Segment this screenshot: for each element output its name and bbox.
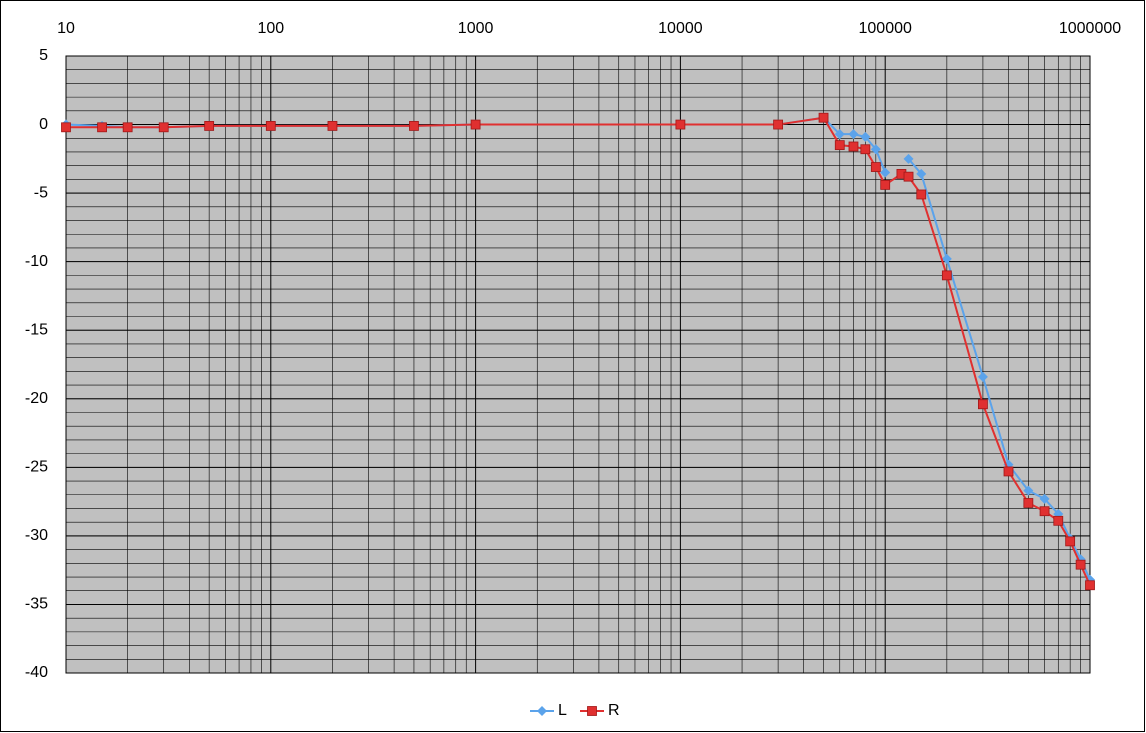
data-point — [1003, 466, 1014, 477]
x-tick-label: 100000 — [859, 20, 912, 37]
data-point — [870, 162, 881, 172]
x-tick-label: 10000 — [658, 20, 703, 37]
data-point — [1039, 506, 1050, 517]
y-tick-label: 5 — [39, 47, 48, 64]
data-point — [675, 119, 686, 130]
x-tick-label: 1000 — [458, 20, 494, 37]
y-tick-label: -10 — [25, 253, 48, 270]
data-point — [1039, 493, 1050, 504]
data-point — [773, 119, 784, 130]
y-tick-label: -40 — [25, 664, 48, 681]
legend-marker — [537, 706, 547, 716]
data-point — [941, 270, 952, 281]
y-tick-label: -30 — [25, 527, 48, 544]
x-tick-label: 100 — [257, 20, 284, 37]
y-tick-label: 0 — [39, 116, 48, 133]
data-point — [122, 122, 133, 133]
data-point — [409, 121, 419, 131]
y-tick-label: -20 — [25, 390, 48, 407]
data-point — [1075, 559, 1086, 570]
data-point — [818, 112, 829, 123]
data-point — [903, 171, 914, 182]
data-point — [834, 129, 845, 140]
data-point — [860, 144, 871, 155]
data-point — [848, 141, 859, 152]
data-point — [470, 119, 481, 130]
legend-marker — [587, 706, 597, 716]
data-point — [265, 121, 276, 131]
y-tick-label: -35 — [25, 596, 48, 613]
legend-label: R — [608, 702, 620, 719]
y-tick-label: -15 — [25, 321, 48, 338]
x-tick-label: 10 — [57, 20, 75, 37]
data-point — [977, 371, 988, 382]
data-point — [941, 253, 952, 264]
data-point — [97, 122, 107, 133]
data-point — [916, 189, 927, 200]
data-point — [880, 179, 891, 190]
y-tick-label: -25 — [25, 459, 48, 476]
data-point — [880, 167, 891, 178]
data-point — [1085, 580, 1095, 591]
data-point — [158, 122, 169, 133]
plot-border — [65, 55, 1091, 674]
data-point — [1053, 515, 1064, 526]
x-tick-label: 1000000 — [1059, 20, 1121, 37]
data-point — [204, 121, 215, 131]
data-point — [1023, 485, 1034, 496]
data-point — [916, 168, 927, 179]
data-point — [848, 129, 859, 140]
data-point — [978, 399, 988, 410]
data-point — [1065, 536, 1076, 547]
data-point — [870, 144, 881, 155]
legend-label: L — [558, 702, 567, 719]
plot-area — [66, 56, 1090, 673]
data-point — [903, 153, 914, 164]
data-point — [860, 131, 871, 142]
y-tick-label: -5 — [34, 184, 48, 201]
data-point — [327, 121, 338, 131]
data-point — [834, 140, 845, 151]
data-point — [1023, 498, 1034, 508]
data-point — [61, 122, 71, 133]
